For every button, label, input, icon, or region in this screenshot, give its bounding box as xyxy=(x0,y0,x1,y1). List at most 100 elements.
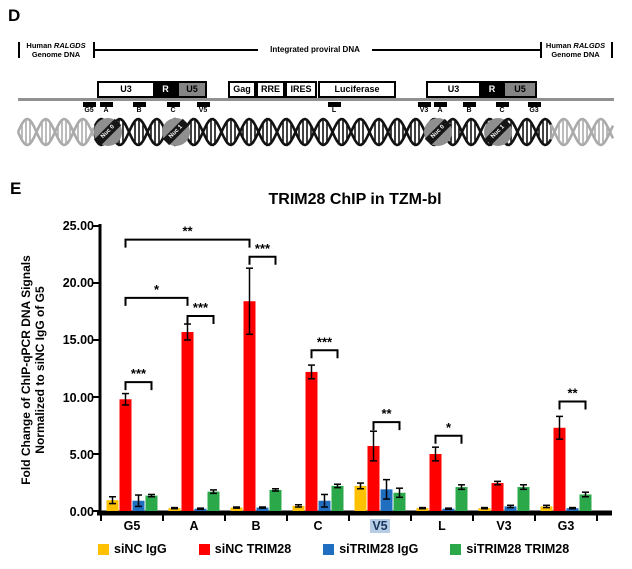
legend-item: siTRIM28 TRIM28 xyxy=(450,542,569,556)
primer-c-3ltr: C xyxy=(489,102,515,115)
legend-label: siTRIM28 IgG xyxy=(339,542,419,556)
primer-tick xyxy=(527,102,541,107)
y-tick-label: 5.00 xyxy=(69,448,94,462)
svg-text:Nuc 0: Nuc 0 xyxy=(430,124,446,140)
svg-text:*: * xyxy=(446,420,452,435)
primer-tick xyxy=(82,102,96,107)
host-genome-text2: Genome DNA xyxy=(31,49,81,59)
primer-tick xyxy=(166,102,180,107)
x-label-l: L xyxy=(420,519,464,533)
panel-d-label: D xyxy=(8,6,21,25)
y-tick-label: 10.00 xyxy=(62,391,94,405)
host-genome-label-left: Human RALGDS Genome DNA xyxy=(20,41,92,59)
box-r-5ltr: R xyxy=(154,81,177,98)
svg-text:**: ** xyxy=(567,386,578,401)
bracket-tick xyxy=(611,42,613,58)
svg-text:Nuc 1: Nuc 1 xyxy=(490,124,506,140)
legend-swatch-yellow xyxy=(98,543,109,555)
primer-tick xyxy=(99,102,113,107)
svg-text:***: *** xyxy=(131,366,147,381)
primer-g5: G5 xyxy=(76,102,102,115)
provirus-label: Integrated proviral DNA xyxy=(270,45,360,54)
primer-b-5ltr: B xyxy=(126,102,152,115)
primer-label: B xyxy=(466,107,472,114)
svg-text:*: * xyxy=(154,282,160,297)
legend-item: siNC IgG xyxy=(98,542,167,556)
y-tick-label: 20.00 xyxy=(62,276,94,290)
x-label-text: B xyxy=(251,519,261,533)
primer-label: C xyxy=(170,107,176,114)
primer-v5: V5 xyxy=(190,102,216,115)
box-r-3ltr: R xyxy=(481,81,503,98)
y-tick-label: 25.00 xyxy=(62,219,94,233)
x-label-text: A xyxy=(189,519,199,533)
primer-tick xyxy=(495,102,509,107)
x-label-text: G5 xyxy=(123,519,141,533)
legend-swatch-red xyxy=(198,543,210,555)
svg-text:**: ** xyxy=(381,406,392,421)
x-label-g3: G3 xyxy=(544,519,588,533)
gene-name: RALGDS xyxy=(53,41,86,50)
box-u3-5ltr: U3 xyxy=(97,81,155,98)
primer-v3: V3 xyxy=(411,102,437,115)
x-label-g5: G5 xyxy=(110,519,154,533)
host-genome-label-right: Human RALGDS Genome DNA xyxy=(541,41,610,59)
host-genome-text: Human xyxy=(26,41,54,50)
primer-label: A xyxy=(437,107,443,114)
svg-text:***: *** xyxy=(193,300,209,315)
primer-c-5ltr: C xyxy=(160,102,186,115)
legend-label: siTRIM28 TRIM28 xyxy=(466,542,570,556)
primer-label: A xyxy=(103,107,109,114)
box-u5-3ltr: U5 xyxy=(503,81,537,98)
chart-title: TRIM28 ChIP in TZM-bl xyxy=(268,191,442,208)
primer-a-3ltr: A xyxy=(427,102,453,115)
box-u3-3ltr: U3 xyxy=(426,81,481,98)
y-tick-label: 15.00 xyxy=(62,333,94,347)
bracket-line xyxy=(94,49,258,51)
legend-label: siNC IgG xyxy=(114,542,167,556)
dna-helix-with-nucleosomes: Nuc 0 Nuc 1 Nuc 0 Nuc 1 xyxy=(16,117,615,147)
x-label-v5: V5 xyxy=(358,519,402,533)
box-gag: Gag xyxy=(228,81,256,98)
primer-l: L xyxy=(321,102,347,115)
x-label-text: C xyxy=(313,519,323,533)
primer-label: L xyxy=(331,107,337,114)
host-genome-text2: Genome DNA xyxy=(551,49,600,59)
x-label-a: A xyxy=(172,519,216,533)
primer-tick xyxy=(417,102,431,107)
y-tick-label: 0.00 xyxy=(69,505,94,519)
svg-text:Nuc 0: Nuc 0 xyxy=(100,124,116,140)
box-luciferase: Luciferase xyxy=(318,81,396,98)
primer-label: G3 xyxy=(529,107,539,114)
x-label-text: V5 xyxy=(370,519,390,533)
genome-baseline xyxy=(18,98,614,101)
box-ires: IRES xyxy=(285,81,317,98)
legend-item: siNC TRIM28 xyxy=(198,542,291,556)
primer-tick xyxy=(132,102,146,107)
svg-text:***: *** xyxy=(317,334,333,349)
bracket-line xyxy=(372,49,540,51)
box-rre: RRE xyxy=(256,81,285,98)
primer-a-5ltr: A xyxy=(93,102,119,115)
primer-label: V3 xyxy=(419,107,429,114)
gene-name: RALGDS xyxy=(573,41,606,50)
legend-item: siTRIM28 IgG xyxy=(323,542,418,556)
legend-swatch-blue xyxy=(323,543,335,555)
x-label-c: C xyxy=(296,519,340,533)
primer-label: V5 xyxy=(198,107,208,114)
primer-g3: G3 xyxy=(521,102,547,115)
y-axis-title: Fold Change of ChIP-qPCR DNA Signals Nor… xyxy=(19,225,47,515)
bracket-tick xyxy=(540,42,542,58)
x-label-text: G3 xyxy=(557,519,575,533)
primer-label: C xyxy=(499,107,505,114)
x-label-text: V3 xyxy=(496,519,512,533)
primer-label: G5 xyxy=(84,107,94,114)
bracket-tick xyxy=(18,42,20,58)
y-axis-title-line2: Normalized to siNC IgG of G5 xyxy=(33,286,47,454)
primer-b-3ltr: B xyxy=(456,102,482,115)
host-genome-text: Human xyxy=(545,41,574,50)
svg-text:**: ** xyxy=(182,224,193,239)
primer-tick xyxy=(433,102,447,107)
x-label-text: L xyxy=(438,519,446,533)
